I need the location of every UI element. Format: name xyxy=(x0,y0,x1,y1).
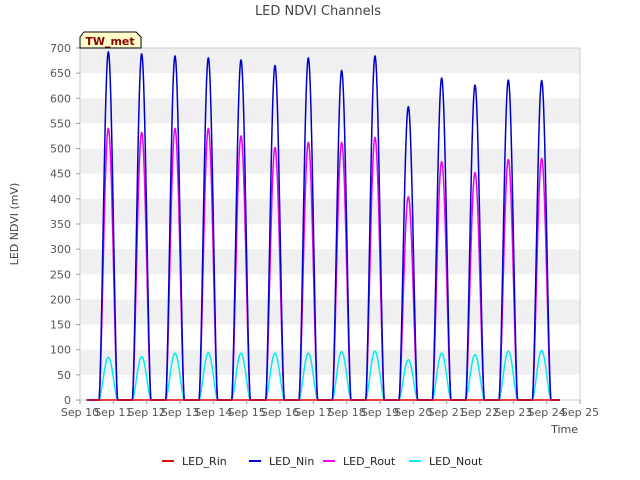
site-badge-label: TW_met xyxy=(85,35,134,48)
y-tick-label: 550 xyxy=(50,117,71,130)
grid-band xyxy=(80,148,580,174)
legend-label: LED_Rout xyxy=(343,455,396,468)
x-tick-label: Sep 23 xyxy=(494,406,532,419)
x-tick-label: Sep 18 xyxy=(328,406,366,419)
grid-band xyxy=(80,349,580,375)
x-tick-label: Sep 19 xyxy=(361,406,399,419)
grid-band xyxy=(80,98,580,124)
y-tick-label: 150 xyxy=(50,319,71,332)
grid-band xyxy=(80,299,580,325)
y-tick-label: 250 xyxy=(50,268,71,281)
x-tick-label: Sep 20 xyxy=(394,406,432,419)
y-tick-label: 200 xyxy=(50,293,71,306)
y-tick-label: 600 xyxy=(50,92,71,105)
x-tick-label: Sep 25 xyxy=(561,406,599,419)
y-tick-label: 500 xyxy=(50,143,71,156)
y-tick-label: 650 xyxy=(50,67,71,80)
x-tick-label: Sep 17 xyxy=(294,406,332,419)
x-tick-label: Sep 12 xyxy=(128,406,166,419)
x-tick-label: Sep 11 xyxy=(94,406,132,419)
x-axis-label: Time xyxy=(550,423,578,436)
y-tick-label: 100 xyxy=(50,344,71,357)
x-tick-label: Sep 15 xyxy=(228,406,266,419)
x-tick-label: Sep 16 xyxy=(261,406,299,419)
y-tick-label: 300 xyxy=(50,243,71,256)
legend-label: LED_Rin xyxy=(182,455,227,468)
legend-label: LED_Nout xyxy=(429,455,483,468)
grid-band xyxy=(80,198,580,224)
x-tick-label: Sep 24 xyxy=(528,406,566,419)
x-tick-label: Sep 22 xyxy=(461,406,499,419)
grid-band xyxy=(80,249,580,275)
y-tick-label: 400 xyxy=(50,193,71,206)
background-bands xyxy=(80,48,580,375)
y-tick-label: 0 xyxy=(64,394,71,407)
x-tick-label: Sep 10 xyxy=(61,406,99,419)
legend-label: LED_Nin xyxy=(269,455,314,468)
y-axis: 0 50 100 150 200 250 300 350 400 450 500 550 600 650 7… xyxy=(50,42,80,407)
y-tick-label: 50 xyxy=(57,369,71,382)
chart-title: LED NDVI Channels xyxy=(255,4,381,19)
y-tick-label: 700 xyxy=(50,42,71,55)
series-layer xyxy=(86,50,560,401)
legend: LED_Rin LED_Nin LED_Rout LED_Nout xyxy=(162,455,483,468)
y-tick-label: 450 xyxy=(50,168,71,181)
y-tick-label: 350 xyxy=(50,218,71,231)
grid-band xyxy=(80,48,580,74)
x-tick-label: Sep 21 xyxy=(428,406,466,419)
x-tick-label: Sep 14 xyxy=(194,406,232,419)
site-badge: TW_met xyxy=(79,31,142,49)
y-axis-label: LED NDVI (mV) xyxy=(8,183,21,266)
x-tick-label: Sep 13 xyxy=(161,406,199,419)
